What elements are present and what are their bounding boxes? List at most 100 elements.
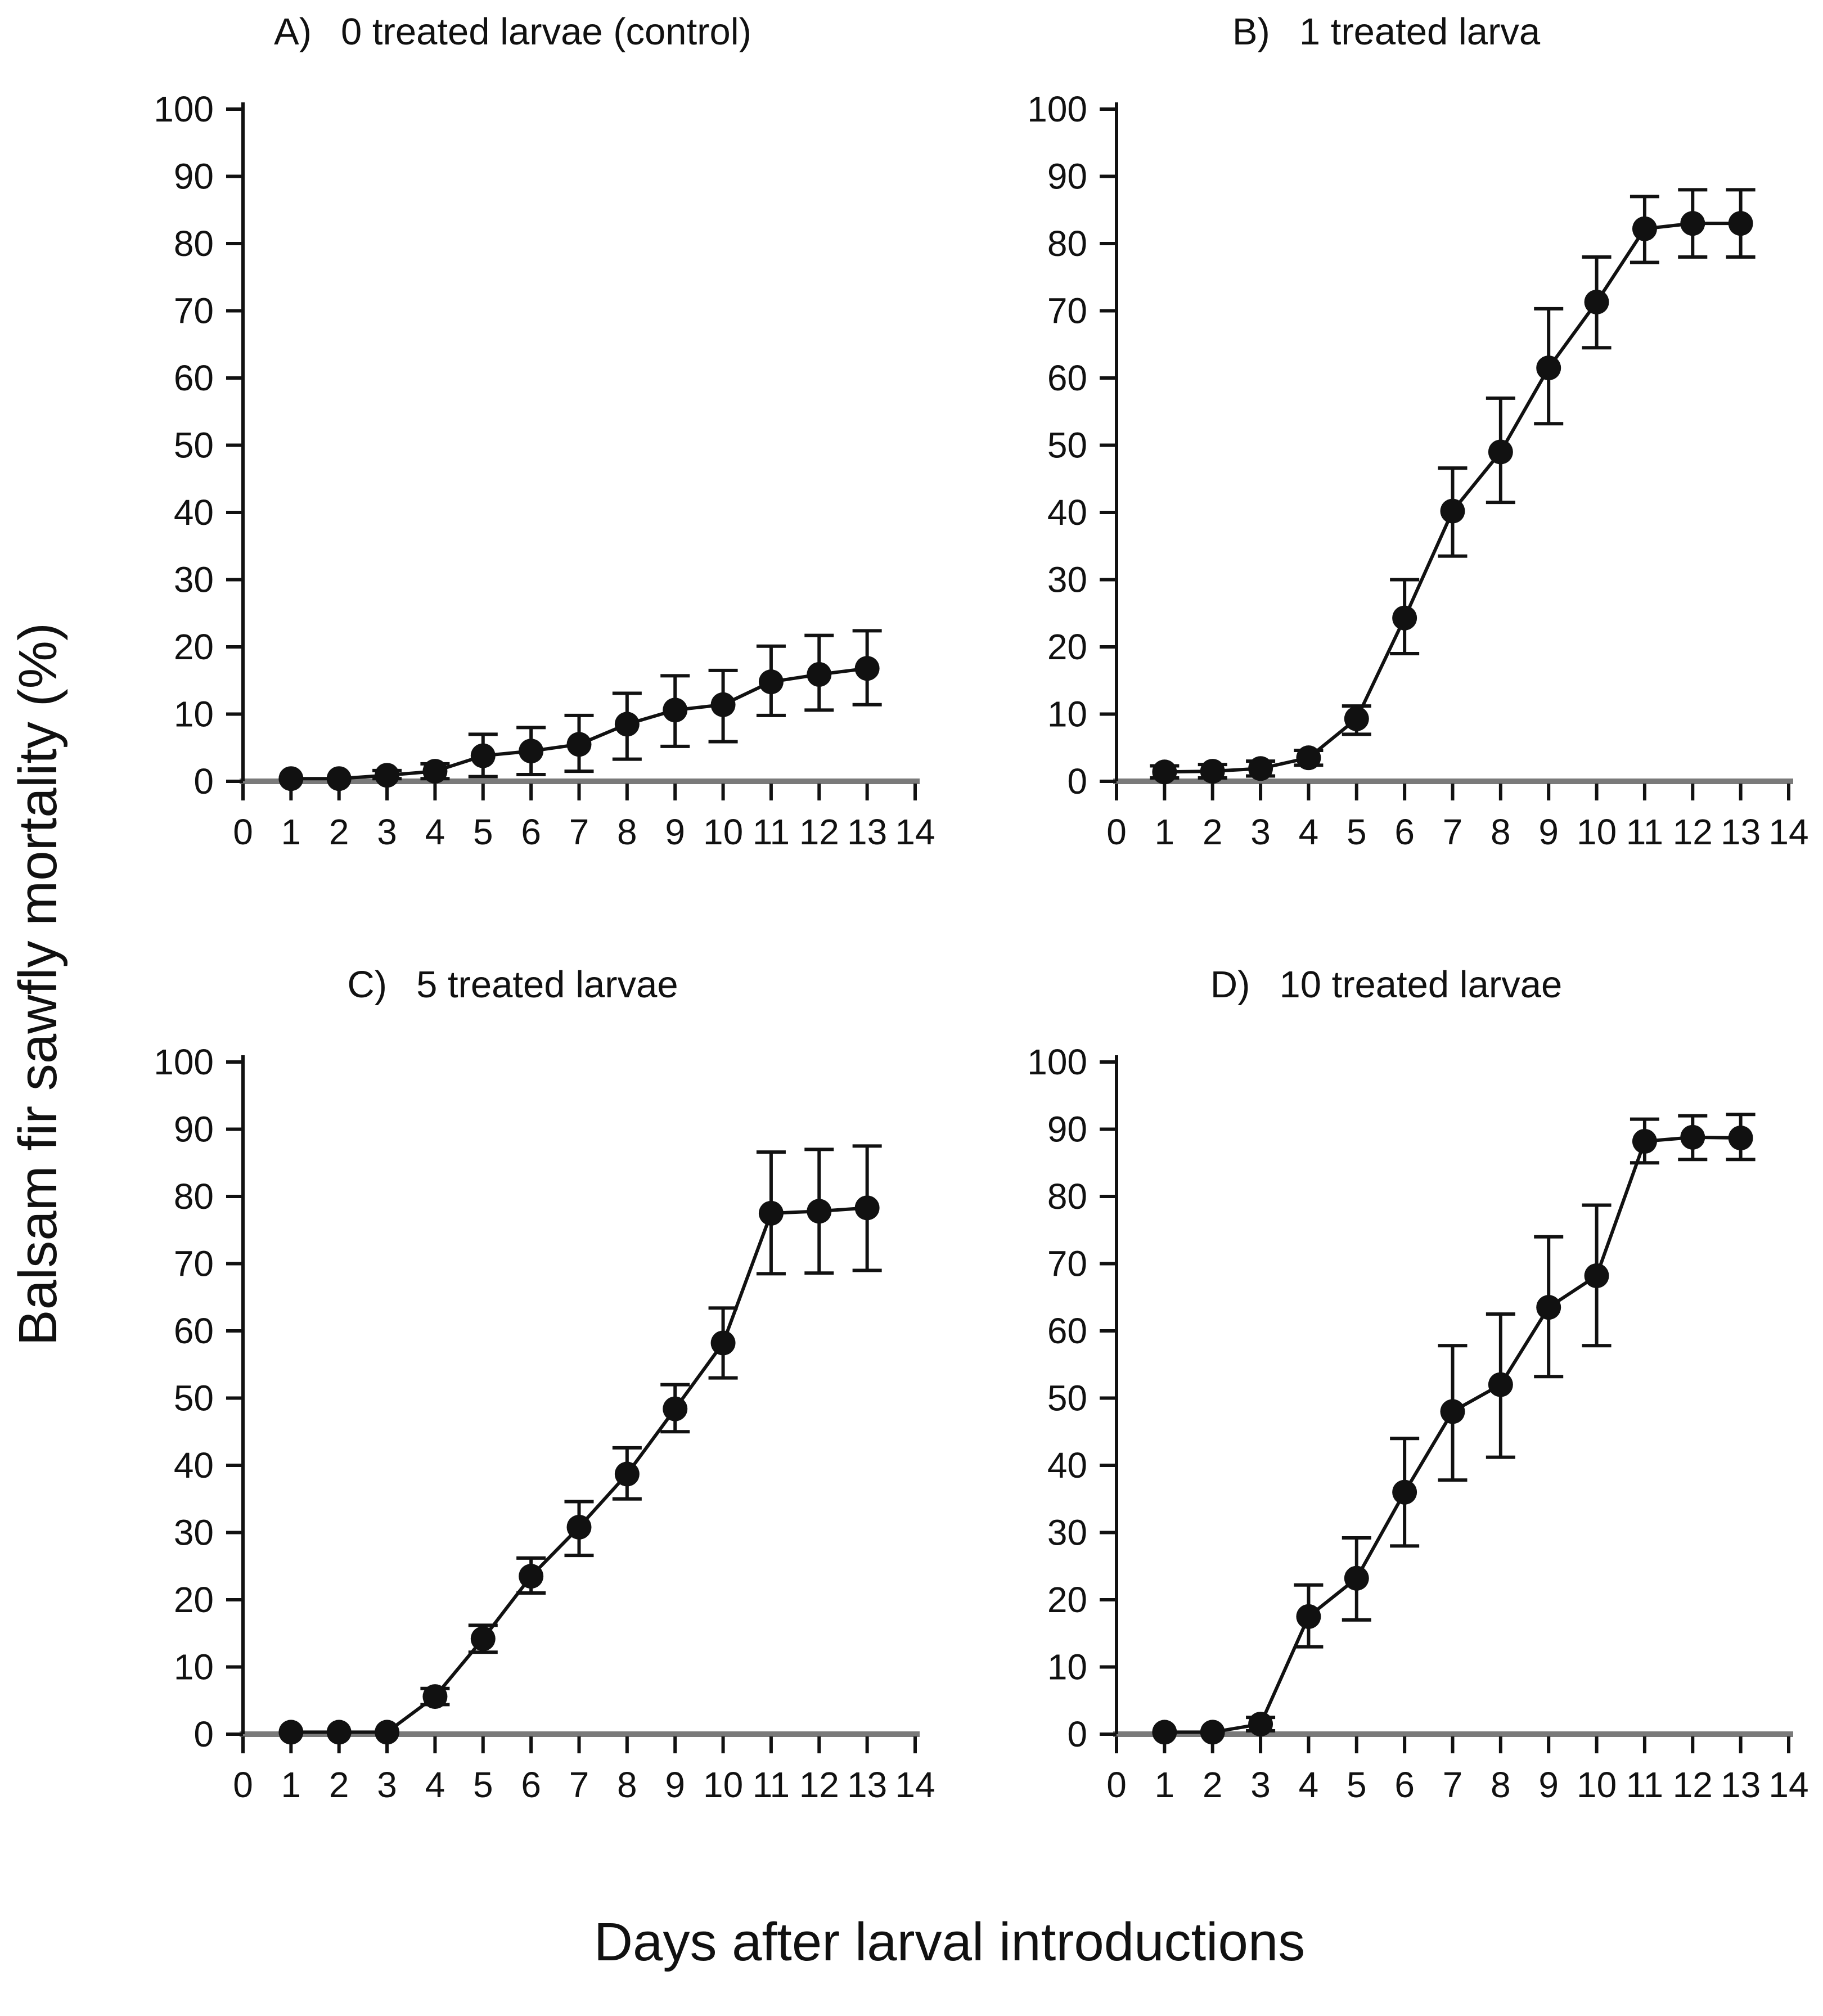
x-tick-label: 13 — [847, 812, 887, 852]
x-tick-label: 8 — [1491, 812, 1511, 852]
data-point — [758, 669, 784, 695]
x-tick-label: 1 — [1154, 1765, 1174, 1805]
data-point — [806, 1199, 831, 1224]
y-tick-label: 100 — [1027, 1042, 1087, 1082]
y-tick-label: 30 — [173, 1513, 213, 1553]
panel-c-title: C) 5 treated larvae — [347, 963, 678, 1017]
y-axis-label-wrap: Balsam fir sawfly mortality (%) — [0, 68, 76, 1901]
data-point — [854, 1195, 880, 1221]
y-tick-label: 20 — [1047, 1580, 1087, 1620]
panel-d: D) 10 treated larvae 0 1 2 3 4 5 6 7 8 9 10 11 12 13 1… — [949, 953, 1823, 1821]
x-tick-label: 5 — [1346, 812, 1366, 852]
y-tick-label: 90 — [1047, 1109, 1087, 1150]
x-tick-label: 14 — [895, 1765, 935, 1805]
x-tick-label: 0 — [233, 812, 253, 852]
y-tick-label: 0 — [1067, 1714, 1087, 1754]
data-point — [1200, 759, 1225, 784]
error-bars — [1245, 1113, 1756, 1733]
panel-b-title-text: 1 treated larva — [1299, 11, 1541, 53]
data-point — [614, 712, 640, 737]
data-point — [1536, 356, 1561, 381]
data-point — [278, 1720, 303, 1745]
x-tick-label: 14 — [1768, 1765, 1808, 1805]
x-tick-label: 7 — [1442, 1765, 1462, 1805]
x-tick-label: 5 — [472, 812, 493, 852]
y-tick-label: 60 — [173, 1311, 213, 1351]
data-point — [326, 1720, 352, 1745]
x-tick-label: 8 — [617, 812, 637, 852]
data-points — [278, 1195, 880, 1745]
data-point — [710, 692, 736, 717]
x-axis-label: Days after larval introductions — [593, 1912, 1306, 1972]
x-tick-label: 3 — [1250, 812, 1271, 852]
x-tick-label: 10 — [1576, 1765, 1616, 1805]
y-tick-label: 70 — [173, 1244, 213, 1284]
x-tick-label: 9 — [665, 1765, 685, 1805]
x-tick-label: 5 — [1346, 1765, 1366, 1805]
x-tick-label: 9 — [1538, 812, 1559, 852]
x-tick-label: 3 — [1250, 1765, 1271, 1805]
data-point — [1680, 211, 1705, 236]
x-tick-label: 1 — [281, 1765, 301, 1805]
data-point — [1584, 1263, 1609, 1289]
data-point — [1151, 759, 1177, 785]
y-tick-label: 70 — [173, 291, 213, 331]
x-tick-label: 7 — [569, 1765, 589, 1805]
data-point — [854, 656, 880, 681]
x-axis: 0 1 2 3 4 5 6 7 8 9 10 11 12 13 14 — [1106, 778, 1808, 852]
x-tick-label: 2 — [1202, 1765, 1222, 1805]
error-bars — [420, 1144, 882, 1707]
x-tick-label: 12 — [799, 1765, 839, 1805]
x-tick-label: 10 — [1576, 812, 1616, 852]
data-point — [518, 739, 543, 764]
y-axis: 0 10 20 30 40 50 60 70 80 90 100 — [154, 1042, 245, 1754]
panel-c-letter: C) — [347, 964, 388, 1006]
x-tick-label: 8 — [1491, 1765, 1511, 1805]
data-points — [278, 656, 880, 791]
data-point — [1440, 1399, 1465, 1424]
y-tick-label: 100 — [1027, 89, 1087, 129]
x-axis: 0 1 2 3 4 5 6 7 8 9 10 11 12 13 14 — [233, 778, 935, 852]
y-tick-label: 80 — [173, 1176, 213, 1217]
x-tick-label: 13 — [1721, 812, 1761, 852]
x-tick-label: 1 — [1154, 812, 1174, 852]
y-tick-label: 40 — [173, 1445, 213, 1486]
data-point — [1584, 289, 1609, 314]
panel-b: B) 1 treated larva 0 1 2 3 4 5 6 7 8 9 10 11 12 13 14 0… — [949, 0, 1823, 868]
y-tick-label: 10 — [1047, 1647, 1087, 1688]
y-tick-label: 20 — [173, 1580, 213, 1620]
panel-d-title-text: 10 treated larvae — [1279, 964, 1563, 1006]
y-tick-label: 40 — [1047, 1445, 1087, 1486]
y-tick-label: 0 — [193, 761, 214, 802]
y-tick-label: 20 — [1047, 627, 1087, 667]
x-tick-label: 10 — [703, 812, 742, 852]
y-tick-label: 30 — [173, 560, 213, 600]
y-tick-label: 100 — [154, 89, 214, 129]
x-tick-label: 4 — [425, 1765, 445, 1805]
y-axis-label: Balsam fir sawfly mortality (%) — [7, 623, 68, 1346]
y-tick-label: 0 — [1067, 761, 1087, 802]
panel-d-title: D) 10 treated larvae — [1210, 963, 1563, 1017]
data-points — [1151, 1124, 1753, 1745]
y-tick-label: 80 — [1047, 223, 1087, 264]
data-point — [1728, 211, 1753, 236]
data-point — [566, 1514, 591, 1540]
data-point — [326, 766, 352, 791]
data-point — [1488, 1372, 1513, 1397]
data-point — [374, 1720, 399, 1745]
y-tick-label: 30 — [1047, 560, 1087, 600]
y-tick-label: 10 — [173, 694, 213, 735]
data-point — [1248, 756, 1273, 781]
data-point — [614, 1461, 640, 1487]
data-point — [470, 1626, 496, 1652]
x-tick-label: 2 — [328, 1765, 349, 1805]
y-tick-label: 70 — [1047, 291, 1087, 331]
data-point — [710, 1330, 736, 1356]
error-bars — [1149, 188, 1756, 780]
data-point — [1344, 1565, 1369, 1591]
y-tick-label: 40 — [173, 492, 213, 533]
x-axis: 0 1 2 3 4 5 6 7 8 9 10 11 12 13 14 — [1106, 1731, 1808, 1805]
series-line — [290, 1206, 867, 1734]
